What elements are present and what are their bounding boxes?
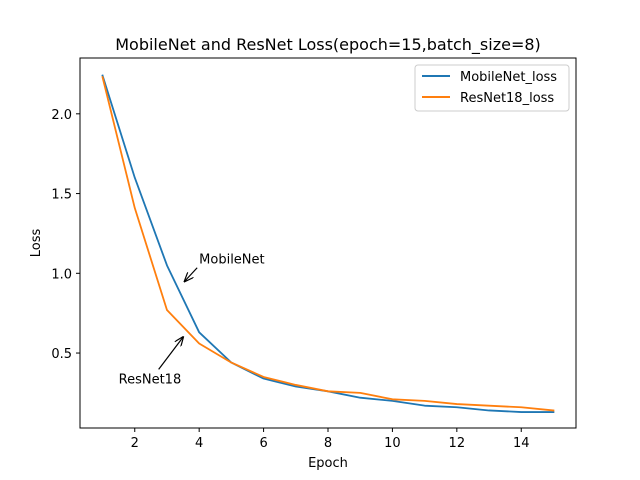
x-tick-label: 2 (131, 436, 139, 451)
axis-ticks: 2 4 6 8 10 12 14 0.5 1.0 1.5 2.0 (51, 108, 529, 451)
y-tick-label: 1.5 (51, 188, 72, 203)
annotation-arrow-1 (185, 267, 198, 282)
series-line-2 (101, 76, 555, 412)
annotation-label-2: ResNet18 (119, 372, 182, 387)
y-tick-label: 0.5 (51, 347, 72, 362)
annotations: MobileNet ResNet18 (119, 253, 265, 388)
plot-area (101, 74, 555, 413)
x-tick-label: 4 (195, 436, 203, 451)
y-tick-label: 1.0 (51, 267, 72, 282)
series-line-1 (101, 74, 555, 413)
legend-box (414, 64, 570, 112)
x-axis-label: Epoch (308, 456, 348, 471)
legend: MobileNet_loss ResNet18_loss (414, 64, 570, 112)
legend-label-1: MobileNet_loss (460, 70, 557, 85)
x-tick-label: 8 (324, 436, 332, 451)
y-tick-label: 2.0 (51, 108, 72, 123)
x-tick-label: 12 (449, 436, 466, 451)
x-tick-label: 14 (513, 436, 530, 451)
x-tick-label: 6 (259, 436, 267, 451)
y-axis-label: Loss (29, 229, 44, 258)
x-tick-label: 10 (384, 436, 401, 451)
annotation-arrow-2 (158, 337, 183, 370)
legend-label-2: ResNet18_loss (460, 91, 554, 106)
annotation-label-1: MobileNet (199, 253, 264, 268)
chart-title: MobileNet and ResNet Loss(epoch=15,batch… (115, 35, 541, 55)
